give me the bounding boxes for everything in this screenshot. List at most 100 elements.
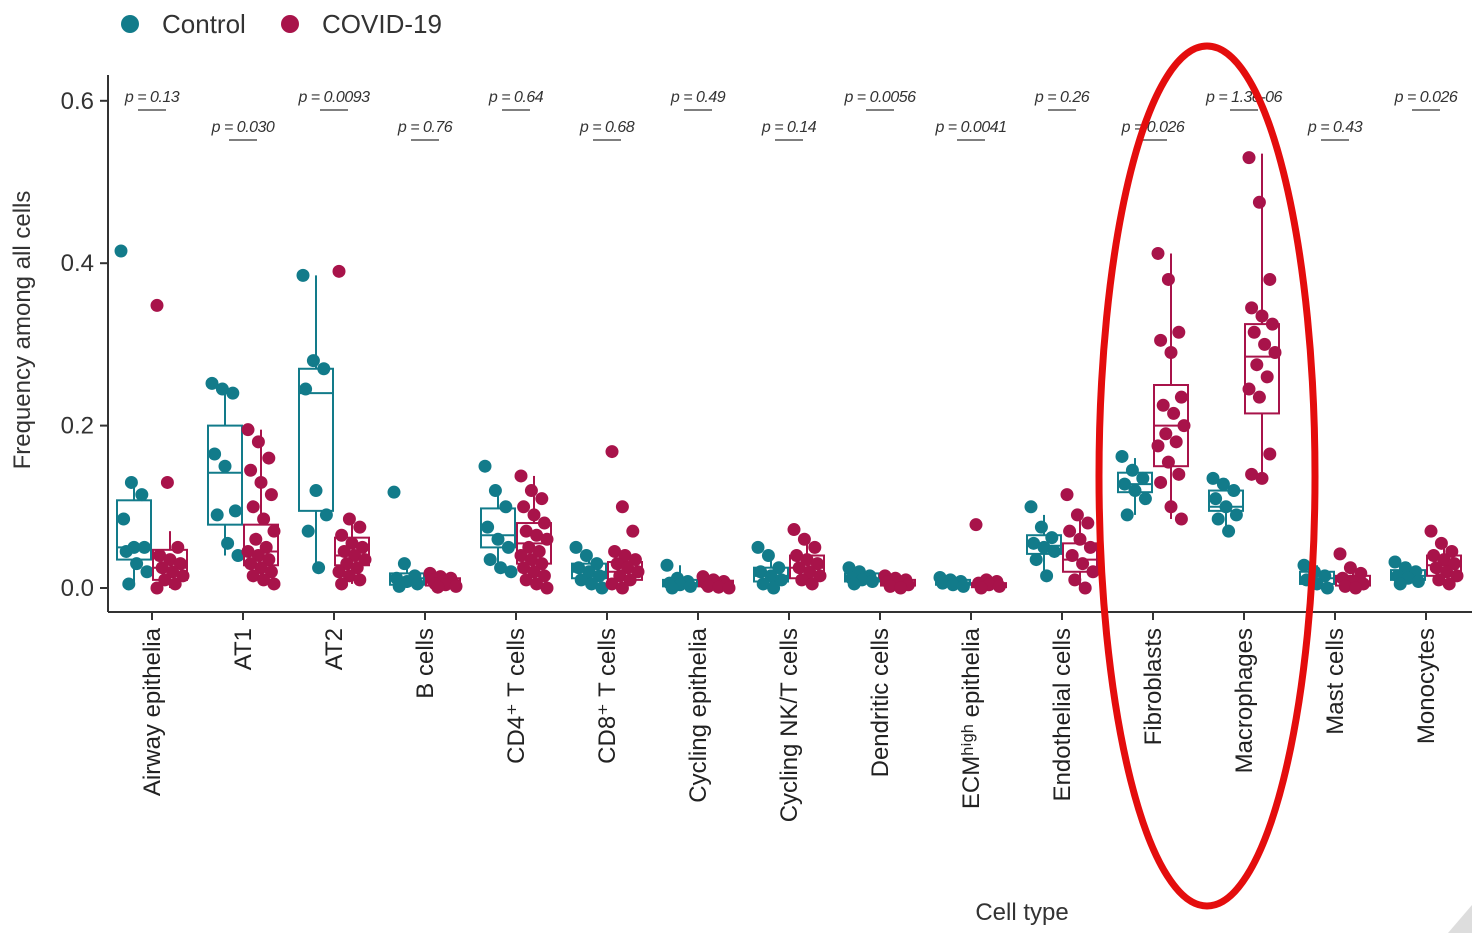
covid-13-point [1349, 581, 1363, 595]
covid-13-point [1354, 566, 1368, 580]
covid-5-point [608, 544, 622, 558]
control-7-point [764, 569, 778, 583]
covid-5-point [613, 569, 627, 583]
covid-3-point [431, 580, 445, 594]
covid-12-box [1244, 323, 1280, 415]
covid-12-point [1263, 272, 1277, 286]
covid-1-point [251, 549, 265, 563]
covid-2-point [342, 569, 356, 583]
covid-4-point [522, 540, 536, 554]
covid-8-point [883, 579, 897, 593]
covid-9-point [974, 581, 988, 595]
covid-5-point [631, 565, 645, 579]
control-1-point [205, 376, 219, 390]
control-12-group [1206, 471, 1244, 538]
covid-4-point [527, 565, 541, 579]
control-4-group [478, 459, 518, 579]
covid-7-point [813, 569, 827, 583]
covid-1-point [267, 524, 281, 538]
control-5-point [582, 565, 596, 579]
x-tick-label: Mast cells [1322, 628, 1349, 735]
x-tick-label: CD4⁺ T cells [503, 628, 530, 764]
covid-9-point [969, 518, 983, 532]
covid-7-group [787, 523, 827, 591]
covid-11-point [1151, 246, 1165, 260]
covid-11-point [1174, 512, 1188, 526]
control-6-group [660, 558, 698, 595]
covid-2-point [340, 557, 354, 571]
covid-2-point [350, 561, 364, 575]
control-10-point [1045, 531, 1059, 545]
covid-5-point [623, 573, 637, 587]
p-value-label: p = 0.49 [670, 89, 726, 106]
covid-2-point [353, 520, 367, 534]
control-1-group [205, 376, 245, 563]
y-tick-label: 0.2 [61, 413, 94, 440]
control-4-point [483, 553, 497, 567]
control-7-group [751, 540, 789, 595]
control-5-point [572, 561, 586, 575]
control-5-point [595, 581, 609, 595]
control-0-point [124, 475, 138, 489]
p-value-label: p = 0.13 [124, 89, 180, 106]
covid-12-point [1265, 317, 1279, 331]
covid-12-point [1247, 325, 1261, 339]
control-2-group [296, 268, 334, 575]
covid-1-point [244, 557, 258, 571]
control-4-point [478, 459, 492, 473]
covid-2-point [335, 577, 349, 591]
control-6-point [665, 581, 679, 595]
x-tick-label: Endothelial cells [1049, 628, 1076, 801]
x-tick-label: CD8⁺ T cells [594, 628, 621, 764]
control-13-point [1320, 581, 1334, 595]
control-5-point [585, 577, 599, 591]
control-11-point [1136, 471, 1150, 485]
covid-11-group [1151, 246, 1191, 526]
covid-5-group [605, 445, 645, 595]
covid-2-point [332, 565, 346, 579]
covid-11-point [1164, 346, 1178, 360]
control-2-point [309, 484, 323, 498]
control-11-point [1138, 492, 1152, 506]
covid-10-point [1078, 581, 1092, 595]
covid-1-point [267, 577, 281, 591]
covid-14-point [1424, 524, 1438, 538]
control-5-point [569, 540, 583, 554]
x-tick-label: Dendritic cells [867, 628, 894, 777]
p-value-label: p = 0.26 [1034, 89, 1090, 106]
control-8-point [842, 561, 856, 575]
control-7-point [751, 540, 765, 554]
control-4-point [488, 484, 502, 498]
covid-11-point [1151, 439, 1165, 453]
covid-10-point [1081, 516, 1095, 530]
p-value-label: p = 0.030 [211, 119, 275, 136]
y-tick-label: 0.0 [61, 575, 94, 602]
p-value-label: p = 0.43 [1307, 119, 1363, 136]
x-tick-label: AT1 [230, 628, 257, 670]
control-8-point [865, 575, 879, 589]
control-5-point [579, 549, 593, 563]
covid-5-point [621, 561, 635, 575]
control-0-point [122, 577, 136, 591]
covid-14-point [1432, 573, 1446, 587]
covid-3-point [449, 579, 463, 593]
control-11-point [1128, 484, 1142, 498]
covid-12-point [1245, 467, 1259, 481]
covid-0-point [176, 569, 190, 583]
covid-1-point [246, 500, 260, 514]
control-0-point [130, 557, 144, 571]
covid-1-point [262, 553, 276, 567]
control-0-point [114, 244, 128, 258]
control-7-point [756, 577, 770, 591]
control-1-point [208, 447, 222, 461]
covid-10-point [1063, 524, 1077, 538]
x-tick-label: Cycling epithelia [685, 627, 712, 802]
covid-11-point [1154, 475, 1168, 489]
control-4-point [491, 532, 505, 546]
control-0-point [140, 565, 154, 579]
covid-11-point [1159, 427, 1173, 441]
covid-10-group [1060, 488, 1100, 595]
covid-11-point [1154, 333, 1168, 347]
covid-12-point [1242, 382, 1256, 396]
